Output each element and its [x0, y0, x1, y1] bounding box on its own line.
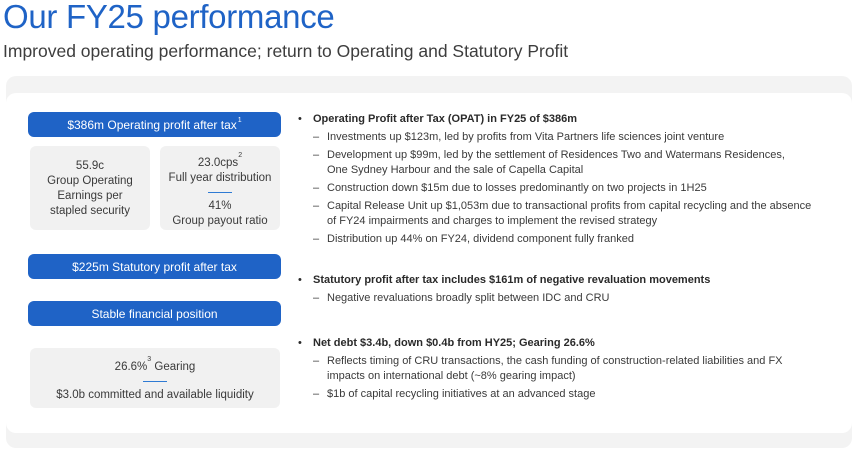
dash: –	[313, 200, 320, 212]
sub-bullet: – Construction down $15m due to losses pr…	[298, 181, 838, 196]
sub-bullet-text: Investments up $123m, led by profits fro…	[327, 131, 725, 143]
distribution-card: 23.0cps2 Full year distribution 41% Grou…	[160, 146, 280, 230]
distribution-divider	[208, 191, 232, 193]
sub-bullet: – Investments up $123m, led by profits fr…	[298, 130, 838, 145]
distribution-value-line: 23.0cps2	[160, 152, 280, 171]
distribution-label: Full year distribution	[168, 171, 272, 184]
bullet-statutory: Statutory profit after tax includes $161…	[298, 273, 838, 306]
sub-bullet-text: Capital Release Unit up $1,053m due to t…	[327, 200, 812, 212]
gearing-label: Gearing	[154, 360, 196, 373]
sub-bullet: – Capital Release Unit up $1,053m due to …	[298, 199, 838, 229]
financial-position-pill: Stable financial position	[28, 301, 281, 326]
sub-bullet-text: Construction down $15m due to losses pre…	[327, 182, 707, 194]
page-subtitle: Improved operating performance; return t…	[3, 41, 569, 61]
statutory-pill: $225m Statutory profit after tax	[28, 254, 281, 279]
eps-label-line1: Group Operating	[47, 175, 133, 187]
sub-bullet-text: Development up $99m, led by the settleme…	[327, 149, 785, 161]
sub-bullet-text: $1b of capital recycling initiatives at …	[327, 388, 596, 400]
bullet-heading: Net debt $3.4b, down $0.4b from HY25; Ge…	[298, 336, 838, 351]
eps-card: 55.9c Group Operating Earnings per stapl…	[30, 146, 150, 230]
financial-position-pill-text: Stable financial position	[91, 306, 218, 321]
dash: –	[313, 182, 320, 194]
opat-footnote: 1	[237, 117, 242, 124]
sub-bullet: – Distribution up 44% on FY24, dividend c…	[298, 232, 838, 247]
distribution-value: 23.0cps	[197, 156, 239, 169]
dash: –	[313, 233, 320, 245]
statutory-pill-text: $225m Statutory profit after tax	[72, 259, 237, 274]
sub-bullet-text-cont: One Sydney Harbour and the sale of Capel…	[327, 164, 584, 176]
bullet-heading: Operating Profit after Tax (OPAT) in FY2…	[298, 112, 838, 127]
bullet-opat: Operating Profit after Tax (OPAT) in FY2…	[298, 112, 838, 247]
payout-label: Group payout ratio	[172, 214, 268, 227]
liquidity-label: $3.0b committed and available liquidity	[56, 388, 254, 401]
bullet-net-debt: Net debt $3.4b, down $0.4b from HY25; Ge…	[298, 336, 838, 402]
opat-pill: $386m Operating profit after tax 1	[28, 112, 281, 137]
page-title: Our FY25 performance	[3, 0, 335, 35]
gearing-footnote: 3	[147, 356, 152, 363]
eps-value: 55.9c	[75, 160, 105, 172]
sub-bullet: – Negative revaluations broadly split bet…	[298, 291, 838, 306]
sub-bullet-text-cont: of FY24 impairments and charges to imple…	[327, 215, 658, 227]
eps-label-line2: Earnings per	[57, 190, 123, 202]
dash: –	[313, 292, 320, 304]
sub-bullet-text-cont: impacts on international debt (~8% geari…	[327, 370, 576, 382]
distribution-footnote: 2	[238, 152, 243, 159]
eps-label-line3: stapled security	[50, 205, 130, 217]
sub-bullet: – Development up $99m, led by the settlem…	[298, 148, 838, 178]
gearing-value: 26.6%	[114, 360, 148, 373]
gearing-card: 26.6%3 Gearing $3.0b committed and avail…	[30, 348, 280, 408]
gearing-line: 26.6%3 Gearing	[30, 356, 280, 375]
dash: –	[313, 355, 320, 367]
opat-pill-text: $386m Operating profit after tax	[67, 117, 237, 132]
gearing-divider	[143, 380, 167, 382]
sub-bullet-text: Negative revaluations broadly split betw…	[327, 292, 610, 304]
dash: –	[313, 388, 320, 400]
sub-bullet: – $1b of capital recycling initiatives at…	[298, 387, 838, 402]
payout-value: 41%	[208, 199, 232, 212]
dash: –	[313, 131, 320, 143]
sub-bullet: – Reflects timing of CRU transactions, th…	[298, 354, 838, 384]
sub-bullet-text: Distribution up 44% on FY24, dividend co…	[327, 233, 634, 245]
sub-bullet-text: Reflects timing of CRU transactions, the…	[327, 355, 783, 367]
dash: –	[313, 149, 320, 161]
bullet-heading: Statutory profit after tax includes $161…	[298, 273, 838, 288]
